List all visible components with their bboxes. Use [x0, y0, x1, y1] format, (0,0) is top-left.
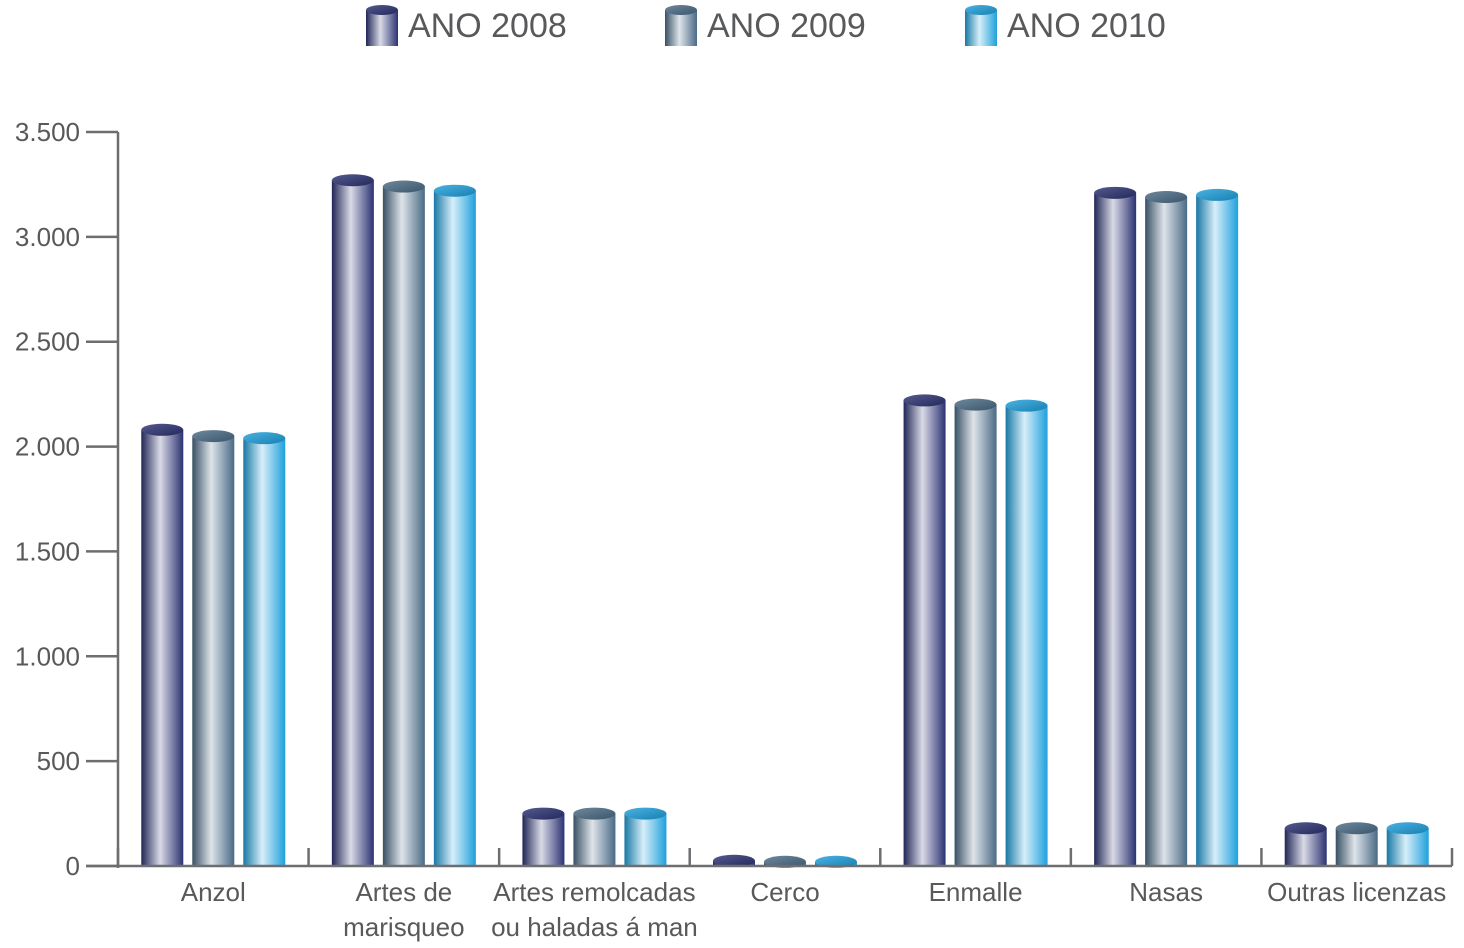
legend-swatch-1	[665, 10, 697, 46]
y-tick-label: 2.500	[15, 327, 80, 357]
legend-label-0: ANO 2008	[408, 7, 567, 45]
x-category-label: Enmalle	[929, 877, 1023, 907]
x-category-label: marisqueo	[343, 912, 464, 942]
bar-0-1	[331, 180, 374, 867]
bar-cap-0-0	[141, 423, 184, 436]
y-tick-label: 3.500	[15, 117, 80, 147]
bar-2-4	[1005, 405, 1048, 866]
x-category-label: Artes de	[355, 877, 452, 907]
bar-cap-1-1	[382, 180, 425, 193]
bar-2-1	[433, 190, 476, 867]
bar-1-0	[192, 436, 235, 866]
x-category-label: Artes remolcadas	[493, 877, 695, 907]
legend-label-1: ANO 2009	[707, 7, 866, 45]
legend-swatch-cap-1	[665, 5, 697, 15]
bar-cap-1-5	[1145, 191, 1188, 204]
bar-cap-2-0	[243, 432, 286, 445]
bar-cap-2-4	[1005, 399, 1048, 412]
bar-1-1	[382, 186, 425, 867]
bar-2-0	[243, 438, 286, 866]
legend-swatch-cap-0	[366, 5, 398, 15]
bar-cap-0-2	[522, 807, 565, 820]
bar-cap-0-5	[1094, 186, 1137, 199]
bar-1-4	[954, 404, 997, 866]
y-tick-label: 0	[66, 851, 80, 881]
bar-0-6	[1284, 828, 1327, 866]
bar-group	[141, 174, 1429, 868]
bar-cap-2-5	[1196, 188, 1239, 201]
chart-axes: 0 500 1.000 1.500 2.000 2.500 3.000 3.500 Anzol A…	[15, 117, 1454, 942]
bar-cap-0-3	[713, 854, 755, 867]
bar-cap-1-6	[1335, 822, 1378, 835]
bar-0-0	[141, 429, 184, 866]
bar-cap-2-2	[624, 807, 667, 820]
x-category-label: Outras licenzas	[1267, 877, 1446, 907]
bar-cap-1-2	[573, 807, 616, 820]
bar-1-6	[1335, 828, 1378, 866]
y-tick-label: 1.500	[15, 536, 80, 566]
y-tick-label: 500	[37, 746, 80, 776]
x-category-label: Cerco	[750, 877, 819, 907]
bar-0-2	[522, 813, 565, 866]
x-category-label: Nasas	[1129, 877, 1203, 907]
bar-cap-0-6	[1284, 822, 1327, 835]
x-category-label: ou haladas á man	[491, 912, 698, 942]
y-tick-label: 3.000	[15, 222, 80, 252]
bar-0-5	[1094, 192, 1137, 866]
y-tick-label: 2.000	[15, 432, 80, 462]
legend-swatch-0	[366, 10, 398, 46]
bar-cap-2-1	[433, 184, 476, 197]
y-tick-label: 1.000	[15, 641, 80, 671]
bar-cap-2-6	[1386, 822, 1429, 835]
bar-1-2	[573, 813, 616, 866]
legend-swatch-cap-2	[965, 5, 997, 15]
bar-cap-1-0	[192, 430, 235, 443]
legend-label-2: ANO 2010	[1007, 7, 1166, 45]
bar-2-6	[1386, 828, 1429, 866]
x-category-label: Anzol	[181, 877, 246, 907]
bar-2-5	[1196, 194, 1239, 866]
chart-legend: ANO 2008 ANO 2009 ANO 2010	[366, 5, 1166, 46]
bar-0-4	[903, 400, 946, 866]
bar-cap-0-1	[331, 174, 374, 187]
bar-2-2	[624, 813, 667, 866]
legend-swatch-2	[965, 10, 997, 46]
bar-cap-1-4	[954, 398, 997, 411]
bar-1-5	[1145, 197, 1188, 867]
bar-cap-0-4	[903, 394, 946, 407]
